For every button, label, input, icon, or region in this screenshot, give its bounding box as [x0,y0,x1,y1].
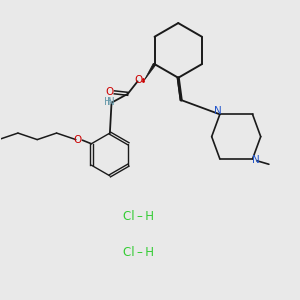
Text: Cl – H: Cl – H [123,246,154,259]
Text: O: O [74,135,82,145]
Text: O: O [106,87,114,97]
Text: N: N [214,106,222,116]
Polygon shape [144,63,156,80]
Text: O: O [135,75,143,85]
Text: Cl – H: Cl – H [123,210,154,224]
Text: H: H [104,97,111,107]
Text: N: N [252,155,260,165]
Text: N: N [107,97,115,107]
